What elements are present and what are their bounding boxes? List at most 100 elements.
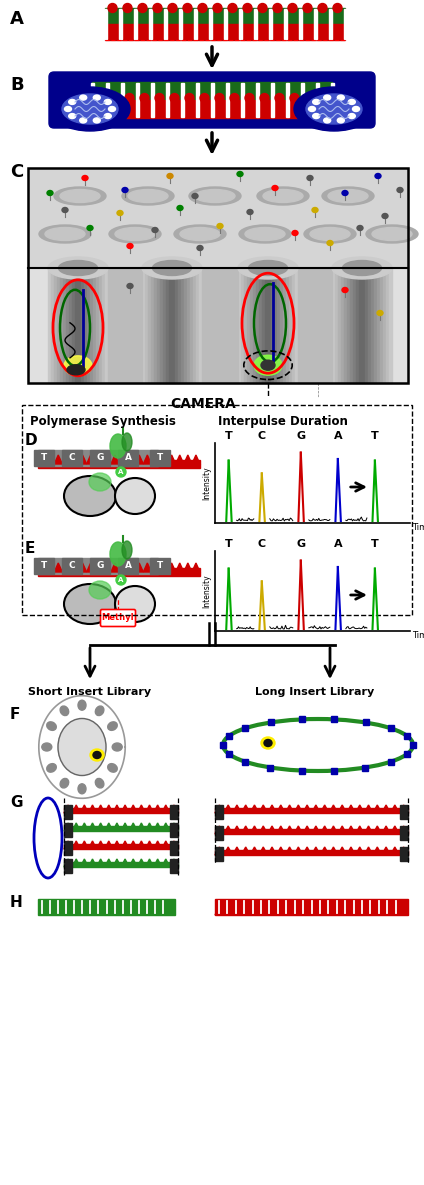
- Ellipse shape: [123, 4, 132, 13]
- Bar: [148, 9, 151, 39]
- Bar: [215, 847, 223, 861]
- Polygon shape: [276, 907, 285, 915]
- Ellipse shape: [47, 763, 56, 773]
- Polygon shape: [303, 907, 312, 915]
- Polygon shape: [241, 847, 250, 856]
- Ellipse shape: [174, 225, 226, 243]
- Polygon shape: [137, 859, 145, 867]
- Ellipse shape: [39, 696, 125, 799]
- Polygon shape: [113, 859, 121, 867]
- Bar: [199, 268, 202, 383]
- Bar: [93, 268, 96, 383]
- Polygon shape: [129, 805, 137, 813]
- Ellipse shape: [128, 190, 168, 203]
- Bar: [196, 268, 199, 383]
- Bar: [388, 758, 394, 764]
- Ellipse shape: [228, 4, 237, 13]
- Ellipse shape: [42, 743, 52, 751]
- Bar: [151, 83, 153, 117]
- Ellipse shape: [48, 257, 108, 278]
- Ellipse shape: [257, 187, 309, 205]
- Ellipse shape: [245, 94, 254, 102]
- Ellipse shape: [69, 100, 76, 104]
- Polygon shape: [86, 455, 95, 465]
- Bar: [38, 450, 158, 466]
- Bar: [292, 268, 295, 383]
- Polygon shape: [153, 841, 162, 848]
- Bar: [103, 9, 106, 39]
- Polygon shape: [320, 805, 329, 813]
- Text: Time: Time: [412, 630, 424, 640]
- Ellipse shape: [155, 94, 164, 102]
- Polygon shape: [399, 907, 408, 915]
- Bar: [353, 268, 356, 383]
- Polygon shape: [153, 824, 162, 831]
- Bar: [298, 268, 332, 383]
- Polygon shape: [170, 824, 178, 831]
- Ellipse shape: [142, 257, 202, 278]
- Bar: [244, 268, 247, 383]
- Polygon shape: [113, 841, 121, 848]
- Bar: [105, 268, 108, 383]
- Polygon shape: [86, 563, 95, 572]
- Polygon shape: [153, 859, 162, 867]
- Polygon shape: [320, 847, 329, 856]
- Bar: [268, 764, 273, 770]
- Text: A: A: [10, 9, 24, 28]
- Polygon shape: [167, 455, 176, 465]
- Text: Methyl: Methyl: [102, 614, 134, 622]
- Bar: [298, 717, 304, 723]
- Polygon shape: [355, 847, 364, 856]
- Polygon shape: [364, 805, 373, 813]
- Polygon shape: [129, 859, 137, 867]
- Bar: [22, 405, 412, 615]
- Ellipse shape: [348, 114, 355, 119]
- Polygon shape: [143, 455, 151, 465]
- Polygon shape: [373, 805, 382, 813]
- Ellipse shape: [307, 175, 313, 180]
- Polygon shape: [105, 824, 113, 831]
- Bar: [175, 268, 178, 383]
- Bar: [51, 268, 54, 383]
- Text: T: T: [225, 431, 232, 441]
- Ellipse shape: [237, 172, 243, 177]
- Bar: [64, 841, 72, 856]
- Polygon shape: [399, 805, 408, 813]
- Text: CAMERA: CAMERA: [170, 397, 236, 411]
- Text: C: C: [69, 562, 75, 570]
- Polygon shape: [215, 847, 224, 856]
- Ellipse shape: [258, 4, 267, 13]
- Bar: [365, 268, 368, 383]
- Ellipse shape: [116, 575, 126, 585]
- Polygon shape: [373, 826, 382, 834]
- Polygon shape: [294, 847, 303, 856]
- Text: G: G: [96, 562, 104, 570]
- Ellipse shape: [116, 467, 126, 478]
- Bar: [38, 460, 200, 465]
- Bar: [268, 719, 273, 725]
- Ellipse shape: [60, 190, 100, 203]
- Polygon shape: [145, 824, 153, 831]
- Bar: [187, 268, 190, 383]
- Polygon shape: [119, 455, 127, 465]
- Ellipse shape: [309, 107, 315, 111]
- Bar: [215, 808, 408, 813]
- Polygon shape: [276, 805, 285, 813]
- Bar: [118, 558, 138, 574]
- Ellipse shape: [254, 356, 282, 376]
- Bar: [410, 742, 416, 748]
- Bar: [38, 465, 200, 468]
- Polygon shape: [184, 455, 192, 465]
- Polygon shape: [320, 826, 329, 834]
- Ellipse shape: [115, 228, 155, 241]
- Ellipse shape: [318, 4, 327, 13]
- Bar: [64, 859, 72, 873]
- Polygon shape: [95, 455, 103, 465]
- Bar: [99, 268, 102, 383]
- Bar: [120, 83, 123, 117]
- Ellipse shape: [197, 245, 203, 250]
- Bar: [271, 83, 273, 117]
- Bar: [383, 268, 386, 383]
- Bar: [90, 450, 110, 466]
- Bar: [332, 717, 338, 723]
